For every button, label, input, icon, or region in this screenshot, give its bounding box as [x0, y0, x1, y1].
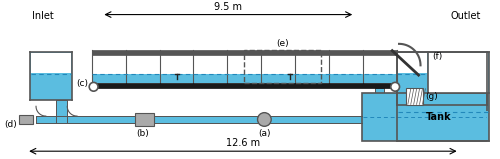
Circle shape [89, 82, 98, 91]
Text: (e): (e) [276, 39, 289, 48]
Bar [92, 50, 397, 55]
Bar [92, 74, 397, 83]
Bar [397, 52, 489, 105]
Text: (d): (d) [4, 120, 16, 129]
Bar [20, 115, 33, 124]
Bar [362, 93, 487, 142]
Bar [30, 52, 72, 100]
Circle shape [258, 113, 271, 126]
Bar [56, 100, 68, 116]
Bar [244, 50, 320, 83]
Text: Inlet: Inlet [32, 11, 54, 21]
Bar [398, 53, 428, 73]
Text: (c): (c) [76, 79, 88, 88]
Bar [92, 83, 397, 88]
Text: 9.5 m: 9.5 m [214, 2, 242, 12]
Bar [31, 53, 71, 73]
Bar [428, 53, 488, 93]
Text: 12.6 m: 12.6 m [226, 138, 260, 148]
Circle shape [391, 82, 400, 91]
Bar [92, 55, 397, 74]
Text: Tank: Tank [426, 112, 452, 122]
Text: Outlet: Outlet [450, 11, 480, 21]
Bar [398, 111, 488, 140]
Text: (b): (b) [136, 129, 149, 138]
Text: (g): (g) [426, 92, 438, 101]
Bar [397, 52, 489, 142]
Bar [36, 116, 370, 123]
Bar [374, 88, 384, 123]
Text: (a): (a) [258, 129, 270, 138]
Text: (f): (f) [432, 52, 442, 61]
Bar [56, 100, 68, 123]
Bar [363, 116, 486, 140]
Bar [134, 113, 154, 126]
Bar [406, 88, 423, 105]
